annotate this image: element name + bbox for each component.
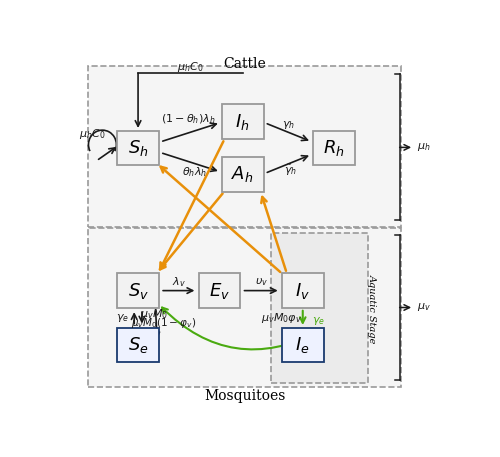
FancyBboxPatch shape — [222, 105, 264, 139]
Text: $\mu_h C_0$: $\mu_h C_0$ — [79, 127, 106, 141]
Text: $A_h$: $A_h$ — [232, 165, 254, 185]
FancyBboxPatch shape — [270, 233, 368, 383]
FancyBboxPatch shape — [313, 131, 354, 165]
Text: Aquatic Stage: Aquatic Stage — [368, 274, 377, 344]
Text: $\mu_h C_0$: $\mu_h C_0$ — [177, 60, 204, 74]
Text: $\gamma_e$: $\gamma_e$ — [312, 315, 325, 327]
Text: $\theta_h\lambda_h$: $\theta_h\lambda_h$ — [182, 165, 207, 179]
Text: $\upsilon_v$: $\upsilon_v$ — [254, 276, 268, 288]
Text: $\mu_v M_0(1-\varphi_v)$: $\mu_v M_0(1-\varphi_v)$ — [130, 316, 196, 330]
FancyBboxPatch shape — [88, 228, 401, 387]
Text: $S_v$: $S_v$ — [128, 281, 148, 301]
Text: $\lambda_v$: $\lambda_v$ — [172, 275, 186, 289]
FancyBboxPatch shape — [117, 273, 159, 308]
Text: $S_h$: $S_h$ — [128, 138, 148, 158]
FancyBboxPatch shape — [222, 157, 264, 192]
Text: $S_e$: $S_e$ — [128, 335, 148, 355]
FancyBboxPatch shape — [198, 273, 240, 308]
FancyBboxPatch shape — [88, 66, 401, 227]
Text: $E_v$: $E_v$ — [209, 281, 230, 301]
Text: $\tilde{\gamma}_h$: $\tilde{\gamma}_h$ — [284, 163, 296, 178]
Text: $\mu_h$: $\mu_h$ — [418, 141, 431, 154]
Text: $\mu_v M_0$: $\mu_v M_0$ — [140, 308, 168, 321]
Text: $(1-\theta_h)\lambda_h$: $(1-\theta_h)\lambda_h$ — [161, 112, 216, 126]
Text: $\mu_v M_0\varphi_v$: $\mu_v M_0\varphi_v$ — [261, 311, 302, 325]
Text: $I_v$: $I_v$ — [296, 281, 310, 301]
FancyBboxPatch shape — [282, 273, 324, 308]
FancyBboxPatch shape — [282, 328, 324, 362]
Text: Mosquitoes: Mosquitoes — [204, 389, 286, 403]
FancyBboxPatch shape — [117, 131, 159, 165]
Text: Cattle: Cattle — [223, 57, 266, 71]
Text: $\mu_v$: $\mu_v$ — [418, 302, 432, 314]
Text: $I_h$: $I_h$ — [236, 112, 250, 132]
Text: $\gamma_e$: $\gamma_e$ — [116, 312, 129, 324]
Text: $\gamma_h$: $\gamma_h$ — [282, 119, 294, 131]
Text: $R_h$: $R_h$ — [323, 138, 344, 158]
Text: $I_e$: $I_e$ — [296, 335, 310, 355]
FancyBboxPatch shape — [117, 328, 159, 362]
